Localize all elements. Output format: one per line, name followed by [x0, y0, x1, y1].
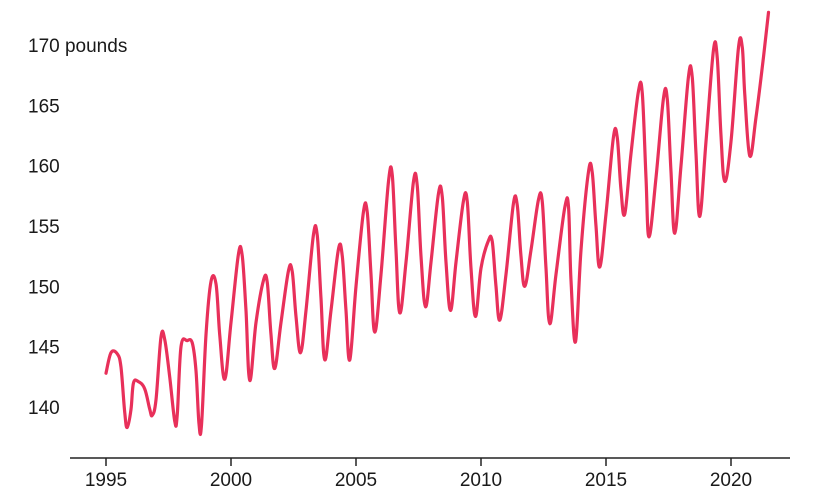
y-tick-label: 155: [28, 217, 60, 238]
x-tick-label: 2005: [335, 470, 377, 490]
x-tick-label: 2020: [710, 470, 752, 490]
x-tick-label: 2000: [210, 470, 252, 490]
x-tick-label: 1995: [85, 470, 127, 490]
series-layer: [104, 10, 771, 436]
y-tick-label: 165: [28, 96, 60, 117]
x-tick-label: 2015: [585, 470, 627, 490]
x-ticks: 1995 2000 2005 2010 2015 2020: [85, 458, 752, 490]
y-tick-label: 150: [28, 277, 60, 298]
y-tick-label: 160: [28, 157, 60, 178]
y-tick-labels: 140 145 150 155 160 165 170 pounds: [28, 36, 127, 419]
x-tick-label: 2010: [460, 470, 502, 490]
y-tick-label: 145: [28, 338, 60, 359]
y-tick-label: 170 pounds: [28, 36, 127, 57]
series-line: [104, 10, 771, 436]
y-tick-label: 140: [28, 398, 60, 419]
